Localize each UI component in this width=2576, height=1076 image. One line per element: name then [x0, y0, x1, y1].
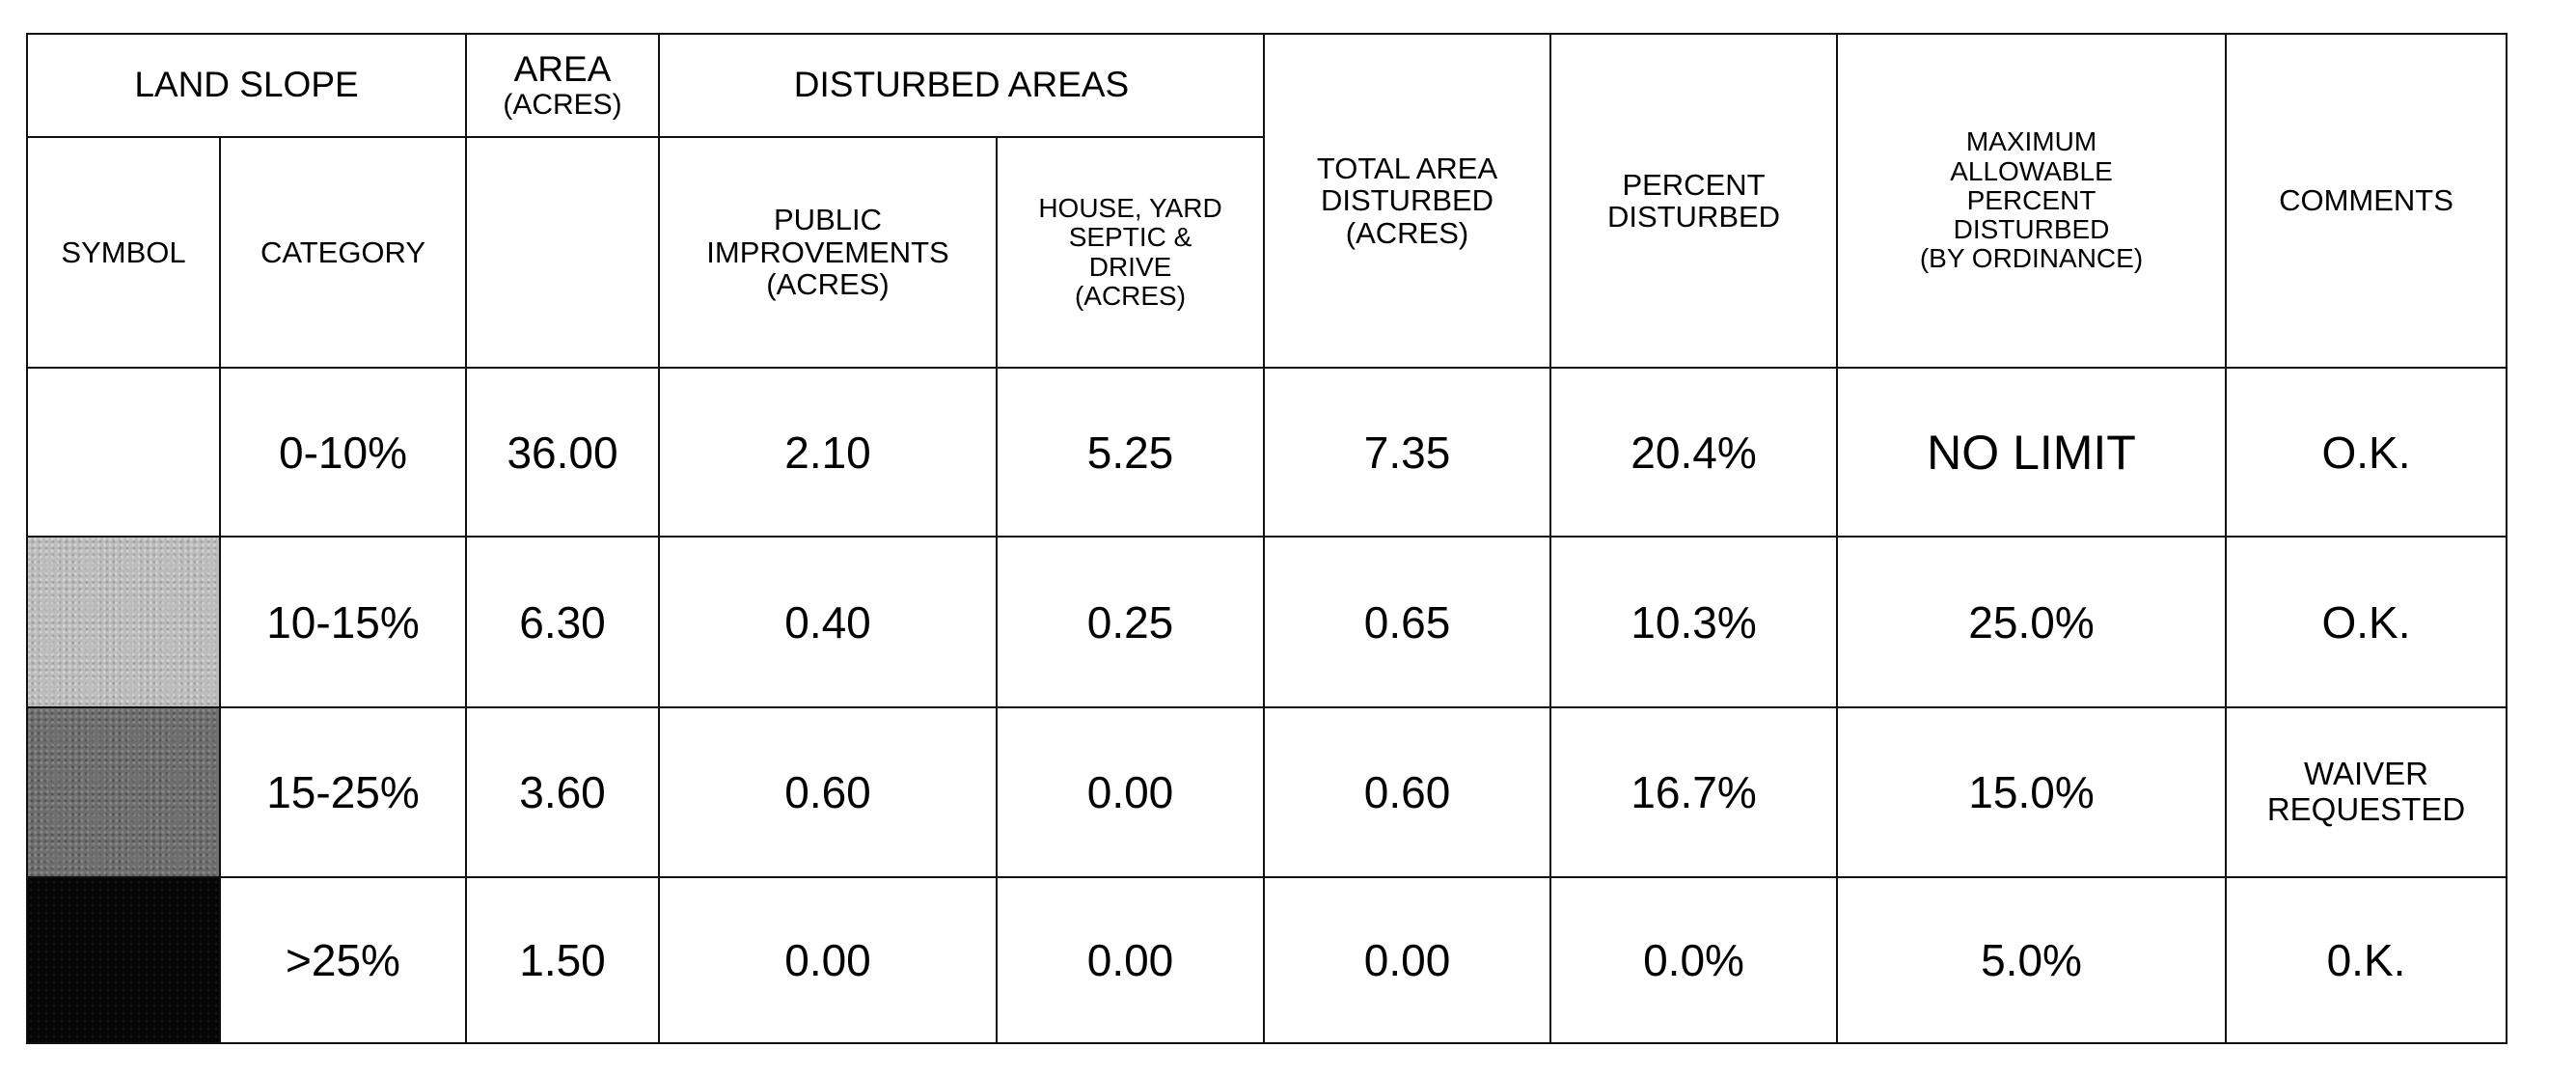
- public-improvements-value: 0.00: [658, 876, 998, 1044]
- public-improvements-header: PUBLIC IMPROVEMENTS (ACRES): [658, 136, 998, 369]
- disturbed-areas-header-text: DISTURBED AREAS: [793, 65, 1130, 105]
- comment-value: O.K.: [2225, 367, 2508, 538]
- land-slope-header: LAND SLOPE: [26, 33, 467, 138]
- total-disturbed-value: 7.35: [1263, 367, 1552, 538]
- land-slope-table: LAND SLOPE AREA (ACRES) DISTURBED AREAS …: [26, 33, 2508, 1044]
- light-gray-hatch-swatch: [28, 538, 219, 706]
- house-header-line: SEPTIC &: [1068, 222, 1192, 253]
- table-row: 10-15% 6.30 0.40 0.25 0.65 10.3% 25.0% O…: [26, 536, 2508, 708]
- slope-symbol-dark-gray: [26, 706, 221, 878]
- house-yard-value: 0.00: [995, 706, 1266, 878]
- house-header-line: DRIVE: [1088, 251, 1172, 282]
- percent-disturbed-header: PERCENT DISTURBED: [1549, 33, 1839, 369]
- max-allowable-value: 25.0%: [1836, 536, 2228, 708]
- max-header-line: MAXIMUM: [1965, 126, 2097, 157]
- comments-header-text: COMMENTS: [2279, 183, 2453, 218]
- percent-header-line: PERCENT: [1622, 167, 1766, 202]
- public-header-line: PUBLIC: [774, 203, 882, 237]
- public-header-line: (ACRES): [766, 267, 890, 302]
- land-slope-header-text: LAND SLOPE: [134, 65, 359, 105]
- area-header-units: (ACRES): [503, 89, 622, 122]
- percent-disturbed-value: 16.7%: [1549, 706, 1839, 878]
- total-disturbed-value: 0.60: [1263, 706, 1552, 878]
- slope-symbol-blank: [26, 367, 221, 538]
- comment-value: 0.K.: [2225, 876, 2508, 1044]
- total-area-disturbed-header: TOTAL AREA DISTURBED (ACRES): [1263, 33, 1552, 369]
- disturbed-areas-header: DISTURBED AREAS: [657, 33, 1266, 138]
- max-header-line: PERCENT: [1966, 184, 2096, 215]
- house-yard-value: 0.25: [995, 536, 1266, 708]
- house-header-line: (ACRES): [1074, 280, 1187, 311]
- max-header-line: ALLOWABLE: [1950, 155, 2113, 186]
- area-header: AREA (ACRES): [465, 33, 660, 138]
- comment-line: WAIVER: [2304, 756, 2428, 792]
- category-header: CATEGORY: [219, 136, 467, 369]
- comments-header: COMMENTS: [2225, 33, 2508, 369]
- total-disturbed-value: 0.00: [1263, 876, 1552, 1044]
- slope-category: 0-10%: [219, 367, 467, 538]
- percent-disturbed-value: 10.3%: [1549, 536, 1839, 708]
- slope-category: 10-15%: [219, 536, 467, 708]
- percent-header-line: DISTURBED: [1606, 200, 1781, 234]
- public-improvements-value: 0.40: [658, 536, 998, 708]
- house-header-line: HOUSE, YARD: [1038, 193, 1222, 224]
- total-area-header-line: TOTAL AREA: [1316, 151, 1498, 185]
- house-yard-septic-drive-header: HOUSE, YARD SEPTIC & DRIVE (ACRES): [995, 136, 1266, 369]
- comment-value: WAIVER REQUESTED: [2225, 706, 2508, 878]
- header-row-bottom: SYMBOL CATEGORY PUBLIC IMPROVEMENTS (ACR…: [26, 136, 2507, 369]
- header-row-top: LAND SLOPE AREA (ACRES) DISTURBED AREAS …: [26, 33, 2508, 369]
- table-row: >25% 1.50 0.00 0.00 0.00 0.0% 5.0% 0.K.: [26, 876, 2508, 1044]
- public-improvements-value: 2.10: [658, 367, 998, 538]
- symbol-header: SYMBOL: [26, 136, 221, 369]
- area-header-blank: [465, 136, 660, 369]
- table-row: 15-25% 3.60 0.60 0.00 0.60 16.7% 15.0% W…: [26, 706, 2508, 878]
- total-disturbed-value: 0.65: [1263, 536, 1552, 708]
- dark-gray-hatch-swatch: [28, 708, 219, 876]
- max-header-line: DISTURBED: [1953, 214, 2110, 245]
- max-header-line: (BY ORDINANCE): [1919, 243, 2144, 274]
- land-slope-table-container: LAND SLOPE AREA (ACRES) DISTURBED AREAS …: [26, 33, 2508, 1044]
- slope-symbol-black: [26, 876, 221, 1044]
- house-yard-value: 5.25: [995, 367, 1266, 538]
- percent-disturbed-value: 0.0%: [1549, 876, 1839, 1044]
- slope-category: 15-25%: [219, 706, 467, 878]
- comment-value: O.K.: [2225, 536, 2508, 708]
- max-allowable-value: 5.0%: [1836, 876, 2228, 1044]
- area-value: 36.00: [465, 367, 660, 538]
- table-row: 0-10% 36.00 2.10 5.25 7.35 20.4% NO LIMI…: [26, 367, 2508, 538]
- total-area-header-line: (ACRES): [1345, 215, 1469, 250]
- area-header-text: AREA: [513, 48, 612, 89]
- total-area-header-line: DISTURBED: [1320, 183, 1494, 218]
- symbol-header-text: SYMBOL: [61, 235, 186, 269]
- area-value: 1.50: [465, 876, 660, 1044]
- area-value: 6.30: [465, 536, 660, 708]
- category-header-text: CATEGORY: [260, 235, 426, 269]
- slope-symbol-light-gray: [26, 536, 221, 708]
- area-value: 3.60: [465, 706, 660, 878]
- slope-category: >25%: [219, 876, 467, 1044]
- public-header-line: IMPROVEMENTS: [706, 235, 949, 269]
- max-allowable-value: NO LIMIT: [1836, 367, 2228, 538]
- max-allowable-header: MAXIMUM ALLOWABLE PERCENT DISTURBED (BY …: [1836, 33, 2228, 369]
- public-improvements-value: 0.60: [658, 706, 998, 878]
- max-allowable-value: 15.0%: [1836, 706, 2228, 878]
- comment-line: REQUESTED: [2266, 791, 2466, 827]
- percent-disturbed-value: 20.4%: [1549, 367, 1839, 538]
- house-yard-value: 0.00: [995, 876, 1266, 1044]
- black-hatch-swatch: [28, 878, 219, 1042]
